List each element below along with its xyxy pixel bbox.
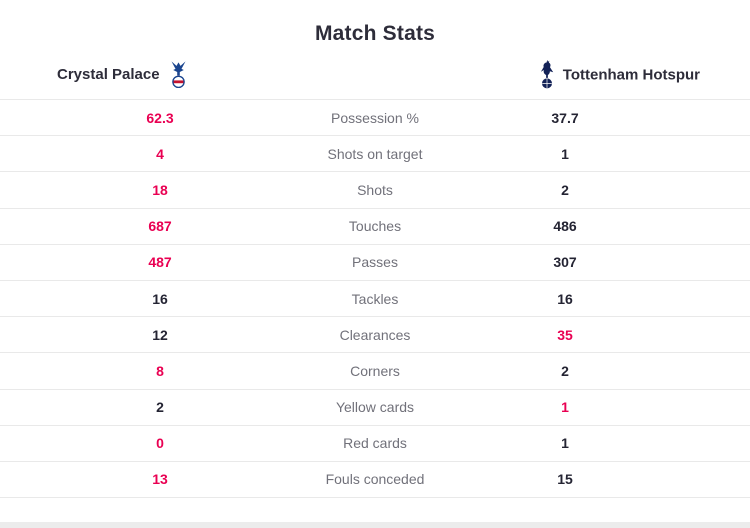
stat-label: Touches (348, 218, 402, 235)
stat-label: Possession % (331, 109, 419, 126)
crystal-palace-crest-icon (169, 60, 188, 89)
away-value: 1 (561, 399, 569, 416)
away-value: 1 (561, 435, 569, 452)
stat-label: Shots (357, 181, 393, 198)
stat-label: Shots on target (327, 145, 423, 162)
away-value: 486 (553, 218, 577, 235)
stat-row: 13 Fouls conceded 15 (0, 461, 750, 499)
away-value: 307 (553, 254, 577, 271)
home-team-header: Crystal Palace (57, 60, 188, 89)
away-value: 16 (557, 290, 573, 307)
home-value: 18 (152, 181, 168, 198)
stat-label: Clearances (339, 326, 411, 343)
stat-row: 487 Passes 307 (0, 244, 750, 281)
away-team-header: Tottenham Hotspur (540, 59, 700, 89)
home-value: 487 (148, 254, 172, 271)
away-value: 35 (557, 326, 573, 343)
tottenham-hotspur-crest-icon (540, 59, 554, 89)
teams-header: Crystal Palace Tottenham Hotspur (0, 45, 750, 99)
away-value: 1 (561, 145, 569, 162)
stat-label: Fouls conceded (325, 471, 425, 488)
stats-table: 62.3 Possession % 37.7 4 Shots on target 1 18 S… (0, 99, 750, 499)
bottom-section-divider (0, 522, 750, 528)
away-value: 37.7 (551, 109, 579, 126)
stat-label: Passes (352, 254, 398, 271)
stat-row: 62.3 Possession % 37.7 (0, 100, 750, 137)
home-value: 62.3 (146, 109, 174, 126)
stat-label: Red cards (343, 435, 407, 452)
stat-row: 0 Red cards 1 (0, 425, 750, 462)
away-value: 2 (561, 181, 569, 198)
stat-row: 16 Tackles 16 (0, 280, 750, 318)
away-value: 2 (561, 362, 569, 379)
away-team-name: Tottenham Hotspur (562, 65, 700, 83)
home-value: 8 (156, 362, 164, 379)
stat-row: 687 Touches 486 (0, 208, 750, 245)
page-title: Match Stats (314, 22, 436, 45)
home-value: 16 (152, 290, 168, 307)
home-value: 13 (152, 471, 168, 488)
stat-label: Yellow cards (335, 399, 415, 416)
home-value: 2 (156, 399, 164, 416)
stat-row: 12 Clearances 35 (0, 317, 750, 354)
stat-label: Tackles (351, 290, 399, 307)
away-value: 15 (557, 471, 573, 488)
home-value: 4 (156, 145, 164, 162)
stat-row: 2 Yellow cards 1 (0, 389, 750, 426)
home-value: 687 (148, 218, 172, 235)
stat-row: 4 Shots on target 1 (0, 136, 750, 173)
stat-label: Corners (350, 362, 400, 379)
home-value: 0 (156, 435, 164, 452)
home-team-name: Crystal Palace (57, 65, 160, 83)
home-value: 12 (152, 326, 168, 343)
stat-row: 18 Shots 2 (0, 172, 750, 209)
stat-row: 8 Corners 2 (0, 353, 750, 390)
